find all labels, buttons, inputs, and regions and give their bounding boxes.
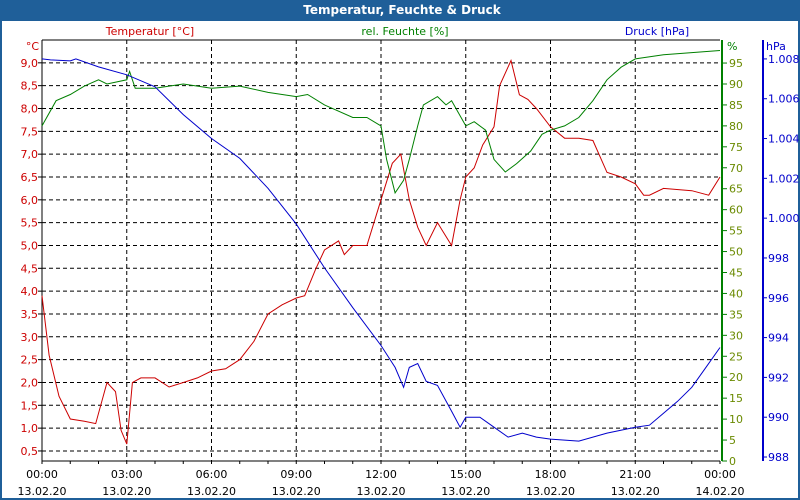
- temperature-tick-label: 2,5: [21, 354, 39, 367]
- temperature-axis-title: Temperatur [°C]: [105, 25, 194, 38]
- humidity-tick-label: 35: [729, 308, 743, 321]
- window-title: Temperatur, Feuchte & Druck: [2, 0, 800, 21]
- humidity-tick-label: 40: [729, 287, 743, 300]
- humidity-tick-label: 30: [729, 329, 743, 342]
- temperature-tick-label: 3,5: [21, 308, 39, 321]
- humidity-tick-label: 15: [729, 392, 743, 405]
- temperature-tick-label: 5,5: [21, 217, 39, 230]
- temperature-tick-label: 2,0: [21, 376, 39, 389]
- temperature-tick-label: 6,0: [21, 194, 39, 207]
- humidity-tick-label: 65: [729, 183, 743, 196]
- x-tick-time: 06:00: [196, 468, 228, 481]
- x-tick-date: 13.02.20: [441, 485, 490, 498]
- temperature-tick-label: 7,5: [21, 125, 39, 138]
- temperature-tick-label: 8,0: [21, 102, 39, 115]
- pressure-tick-label: 990: [768, 411, 789, 424]
- x-tick-date: 13.02.20: [526, 485, 575, 498]
- temperature-tick-label: 8,5: [21, 80, 39, 93]
- x-tick-date: 13.02.20: [187, 485, 236, 498]
- pressure-axis-title: Druck [hPa]: [625, 25, 689, 38]
- x-tick-date: 13.02.20: [611, 485, 660, 498]
- pressure-tick-label: 992: [768, 371, 789, 384]
- x-tick-date: 13.02.20: [272, 485, 321, 498]
- humidity-tick-label: 85: [729, 99, 743, 112]
- pressure-tick-label: 1.000: [768, 212, 800, 225]
- temperature-tick-label: 0,5: [21, 445, 39, 458]
- pressure-tick-label: 988: [768, 451, 789, 464]
- humidity-tick-label: 5: [729, 434, 736, 447]
- humidity-tick-label: 20: [729, 371, 743, 384]
- pressure-tick-label: 994: [768, 332, 789, 345]
- x-tick-time: 00:00: [26, 468, 58, 481]
- x-tick-date: 13.02.20: [18, 485, 67, 498]
- humidity-tick-label: 70: [729, 162, 743, 175]
- pressure-tick-label: 1.008: [768, 53, 800, 66]
- x-tick-time: 18:00: [535, 468, 567, 481]
- humidity-tick-label: 55: [729, 225, 743, 238]
- humidity-tick-label: 60: [729, 204, 743, 217]
- x-tick-date: 13.02.20: [102, 485, 151, 498]
- pressure-unit: hPa: [766, 40, 786, 53]
- temperature-unit: °C: [26, 40, 40, 53]
- humidity-tick-label: 0: [729, 455, 736, 468]
- temperature-tick-label: 1,0: [21, 422, 39, 435]
- humidity-tick-label: 80: [729, 120, 743, 133]
- pressure-tick-label: 1.004: [768, 133, 800, 146]
- temperature-tick-label: 1,5: [21, 399, 39, 412]
- x-tick-time: 12:00: [365, 468, 397, 481]
- humidity-axis-title: rel. Feuchte [%]: [361, 25, 448, 38]
- humidity-tick-label: 90: [729, 78, 743, 91]
- humidity-unit: %: [727, 40, 737, 53]
- x-tick-date: 13.02.20: [357, 485, 406, 498]
- humidity-tick-label: 10: [729, 413, 743, 426]
- temperature-tick-label: 3,0: [21, 331, 39, 344]
- temperature-series-line: [41, 58, 721, 445]
- x-tick-time: 15:00: [450, 468, 482, 481]
- temperature-tick-label: 4,0: [21, 285, 39, 298]
- humidity-tick-label: 45: [729, 266, 743, 279]
- pressure-series-line: [41, 58, 721, 442]
- temperature-tick-label: 9,0: [21, 57, 39, 70]
- x-tick-date: 14.02.20: [696, 485, 745, 498]
- x-tick-time: 03:00: [111, 468, 143, 481]
- temperature-tick-label: 4,5: [21, 262, 39, 275]
- temperature-tick-label: 5,0: [21, 239, 39, 252]
- x-tick-time: 09:00: [280, 468, 312, 481]
- humidity-tick-label: 95: [729, 57, 743, 70]
- pressure-tick-label: 1.006: [768, 93, 800, 106]
- humidity-series-line: [41, 50, 721, 195]
- humidity-tick-label: 25: [729, 350, 743, 363]
- x-tick-time: 21:00: [619, 468, 651, 481]
- pressure-tick-label: 998: [768, 252, 789, 265]
- x-tick-time: 00:00: [704, 468, 736, 481]
- humidity-tick-label: 75: [729, 141, 743, 154]
- pressure-tick-label: 1.002: [768, 172, 800, 185]
- pressure-tick-label: 996: [768, 292, 789, 305]
- temperature-tick-label: 6,5: [21, 171, 39, 184]
- humidity-tick-label: 50: [729, 246, 743, 259]
- temperature-tick-label: 7,0: [21, 148, 39, 161]
